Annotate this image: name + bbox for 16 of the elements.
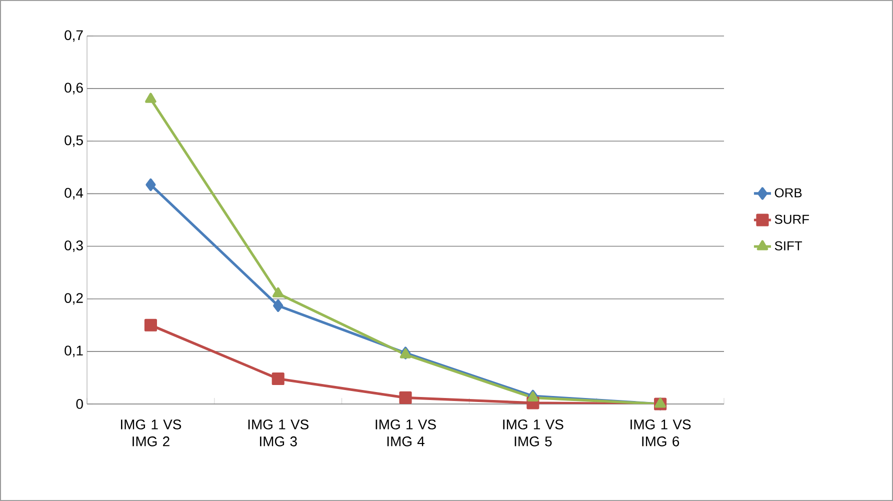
x-tick-label: IMG 1 VS IMG 4 xyxy=(376,419,436,446)
y-tick-label: 0 xyxy=(76,399,83,409)
y-tick-label: 0,5 xyxy=(64,135,83,147)
y-tick-label: 0,7 xyxy=(64,30,83,42)
y-tick-label: 0,3 xyxy=(64,240,83,252)
x-tick-label: IMG 1 VS IMG 5 xyxy=(503,419,564,446)
legend-label: ORB xyxy=(774,188,802,198)
x-tick-label: IMG 1 VS IMG 2 xyxy=(120,419,182,446)
y-tick-label: 0,4 xyxy=(64,188,84,200)
y-tick-label: 0,2 xyxy=(64,293,83,305)
x-tick-label: IMG 1 VS IMG 6 xyxy=(630,419,691,446)
y-tick-label: 0,1 xyxy=(64,346,83,358)
legend-label: SIFT xyxy=(774,241,802,250)
legend-label: SURF xyxy=(774,214,809,224)
y-tick-label: 0,6 xyxy=(64,82,83,94)
x-tick-label: IMG 1 VS IMG 3 xyxy=(248,419,308,446)
